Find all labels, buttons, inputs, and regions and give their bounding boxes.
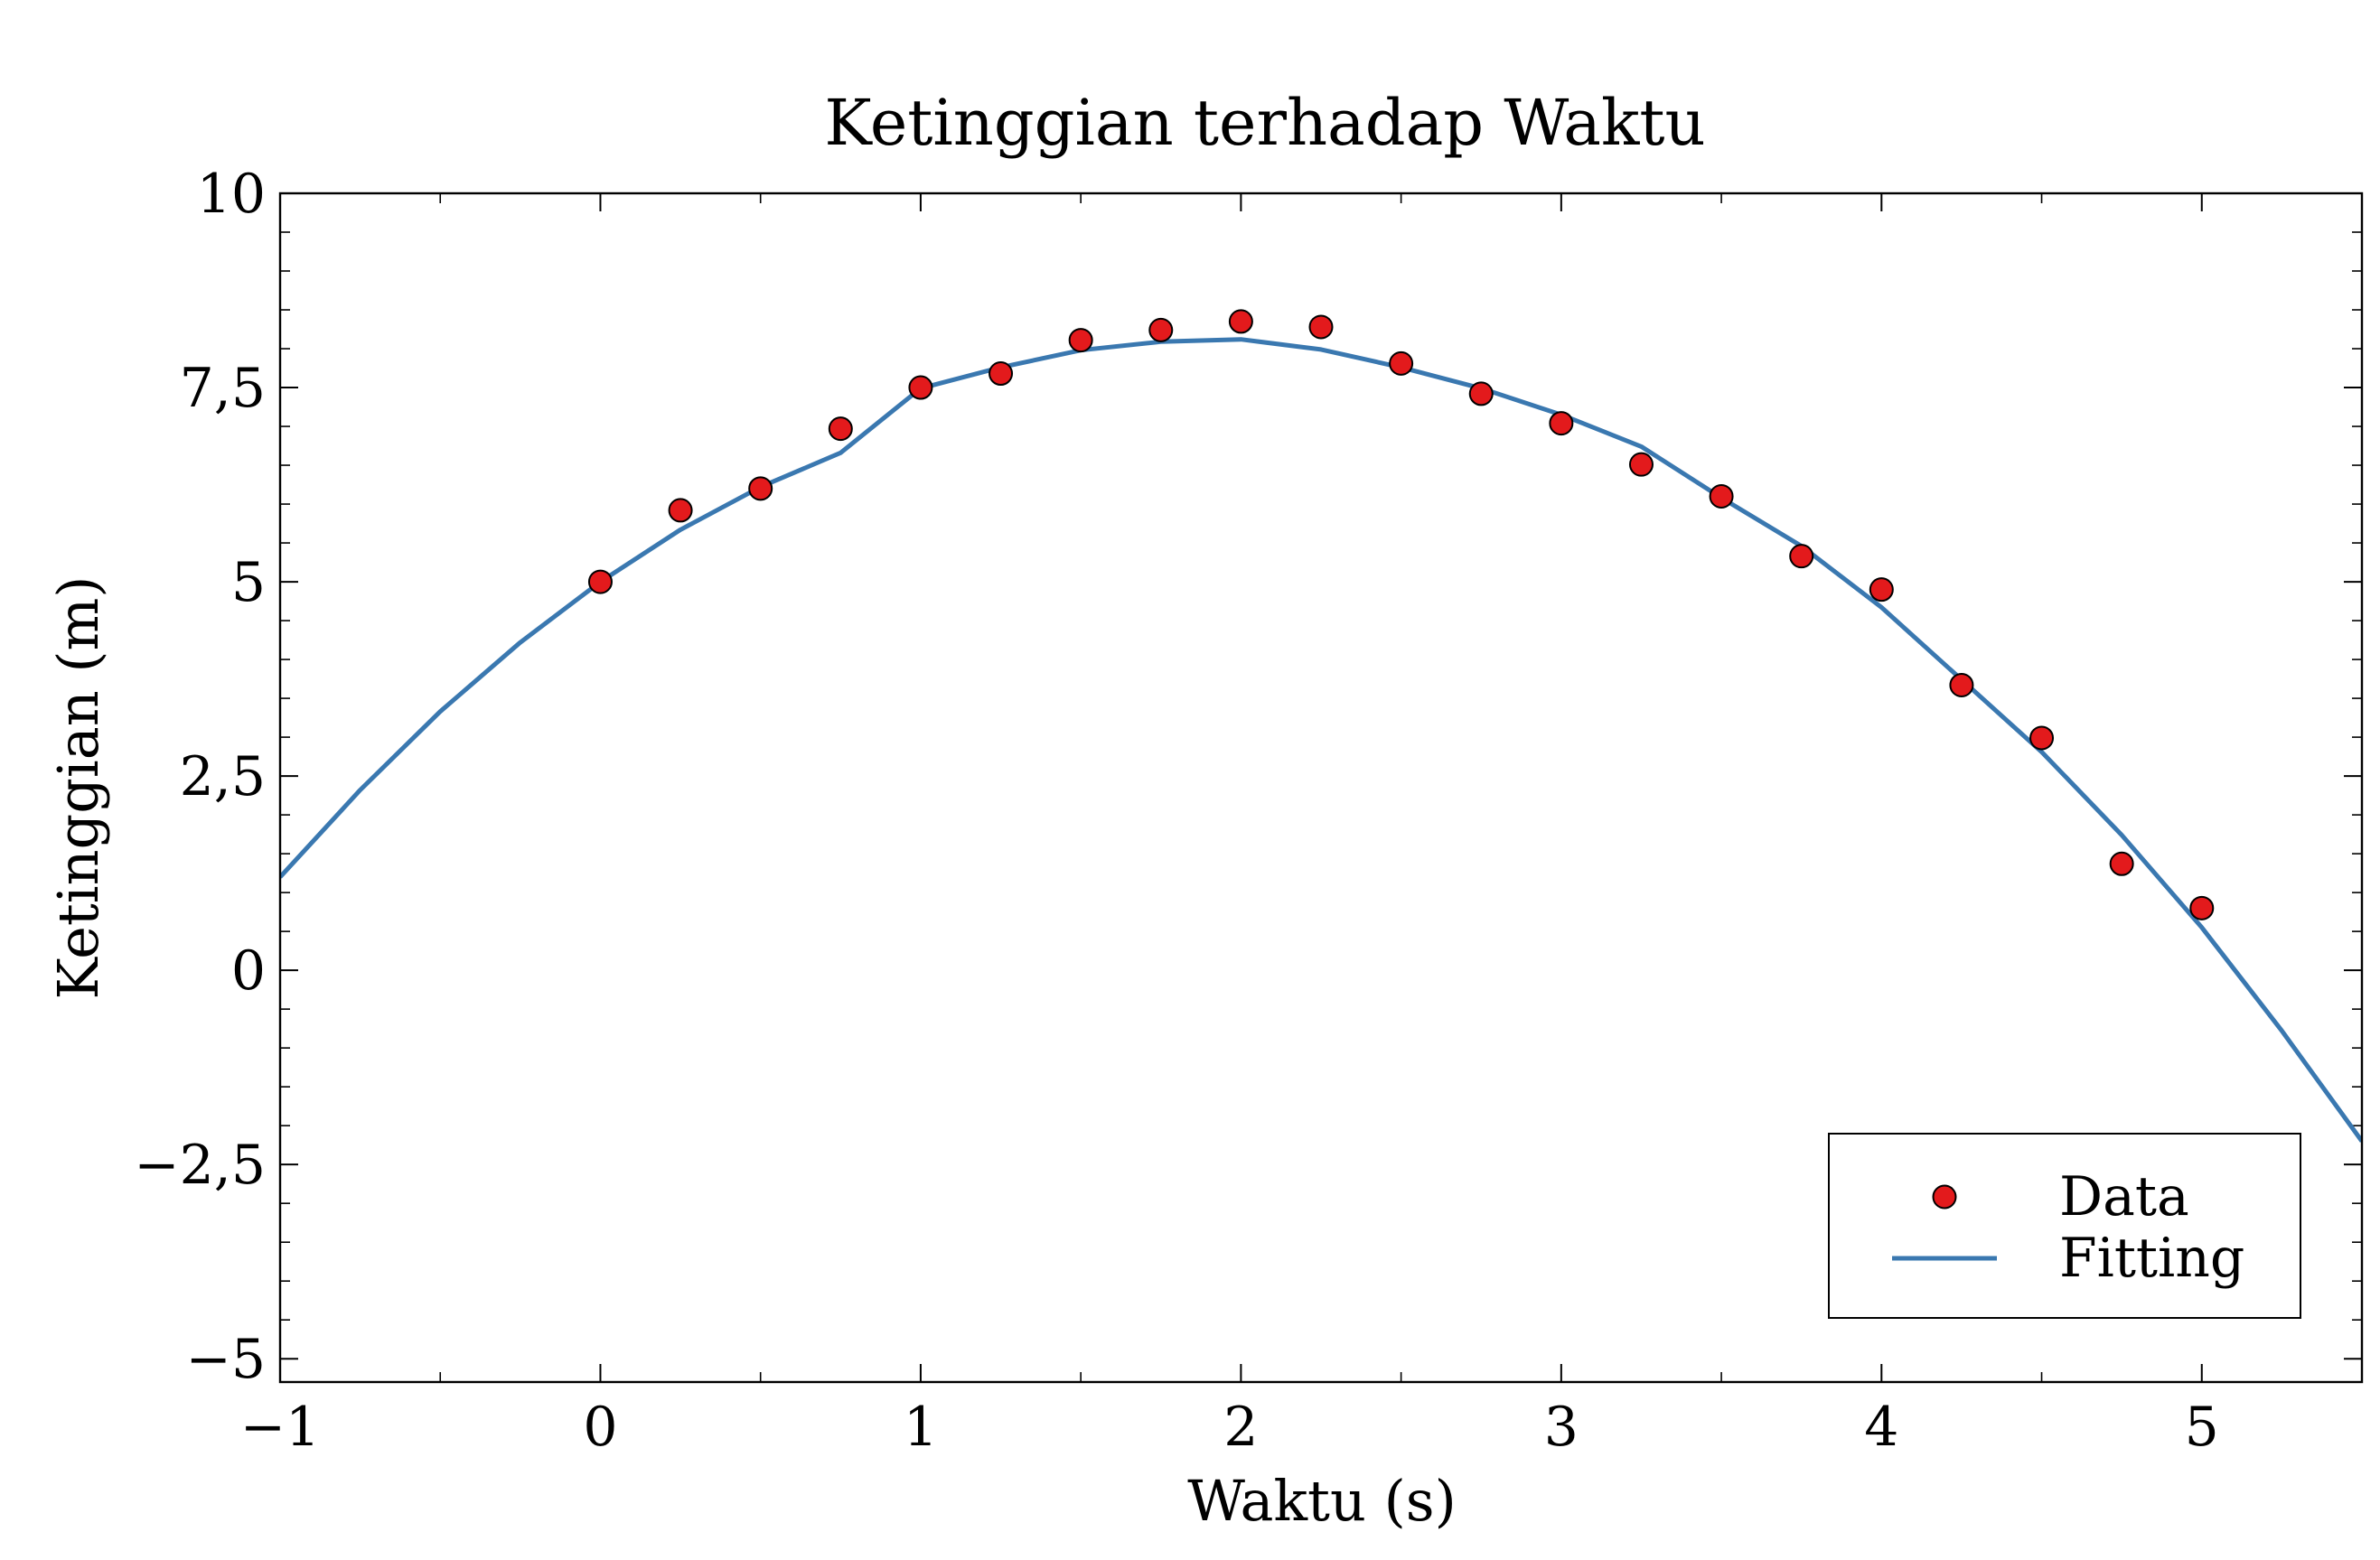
y-tick-label: 10 bbox=[197, 163, 266, 226]
legend-label-data: Data bbox=[2059, 1165, 2189, 1228]
x-tick-label: 4 bbox=[1864, 1396, 1898, 1459]
legend-box bbox=[1828, 1133, 2301, 1319]
data-point bbox=[1628, 452, 1654, 477]
data-point bbox=[989, 361, 1014, 387]
plot-area: −1 0 1 2 3 4 5 −5 −2,5 0 2,5 5 7,5 10 bbox=[134, 163, 2364, 1459]
y-tick-label: −2,5 bbox=[134, 1134, 266, 1197]
chart-title: Ketinggian terhadap Waktu bbox=[824, 86, 1705, 160]
data-point bbox=[2189, 895, 2215, 920]
data-point bbox=[2109, 851, 2134, 876]
x-tick-label: 1 bbox=[904, 1396, 938, 1459]
x-tick-label: 0 bbox=[583, 1396, 617, 1459]
legend-label-fitting: Fitting bbox=[2059, 1227, 2244, 1290]
y-axis-label: Ketinggian (m) bbox=[45, 576, 111, 1000]
data-point bbox=[1789, 544, 1814, 569]
data-point bbox=[1228, 309, 1253, 334]
data-point bbox=[1068, 328, 1093, 353]
data-point bbox=[1869, 577, 1894, 603]
y-tick-label: 7,5 bbox=[180, 357, 266, 420]
y-tick-label: 2,5 bbox=[180, 745, 266, 808]
plot-frame bbox=[278, 191, 2364, 1384]
data-point bbox=[2029, 725, 2055, 751]
data-point bbox=[1468, 381, 1494, 406]
x-tick-label: 3 bbox=[1544, 1396, 1579, 1459]
data-point bbox=[587, 569, 613, 594]
fitting-line bbox=[280, 337, 2362, 1143]
data-point bbox=[1709, 483, 1734, 509]
data-point bbox=[668, 498, 693, 523]
y-tick-label: 5 bbox=[231, 551, 266, 614]
y-tick-label: −5 bbox=[186, 1328, 266, 1391]
data-point bbox=[1549, 411, 1574, 436]
data-point bbox=[828, 416, 853, 442]
x-tick-label: 2 bbox=[1223, 1396, 1258, 1459]
y-tick-label: 0 bbox=[231, 939, 266, 1003]
data-point bbox=[1308, 314, 1334, 340]
x-axis-label: Waktu (s) bbox=[1187, 1468, 1457, 1534]
data-point bbox=[748, 476, 773, 501]
x-tick-label: 5 bbox=[2185, 1396, 2219, 1459]
data-point bbox=[1389, 350, 1414, 376]
data-point bbox=[908, 375, 933, 400]
data-point bbox=[1949, 672, 1974, 697]
data-point bbox=[1148, 317, 1174, 342]
x-tick-label: −1 bbox=[240, 1396, 320, 1459]
legend-marker-data bbox=[1932, 1184, 1957, 1210]
